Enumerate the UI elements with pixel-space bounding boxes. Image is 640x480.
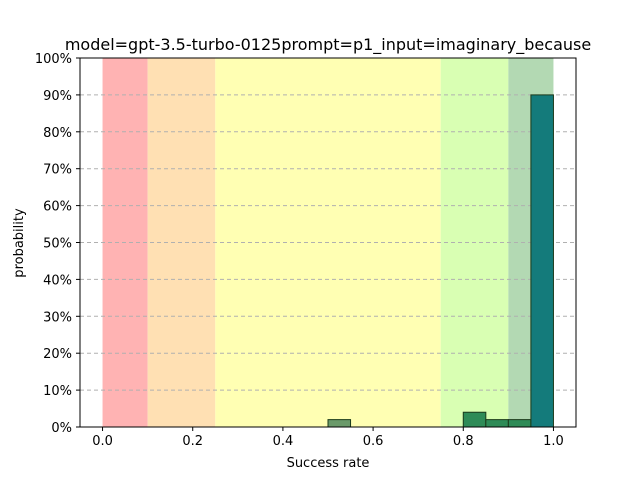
y-tick-label: 80%	[43, 126, 72, 141]
x-tick-label: 0.0	[92, 434, 113, 449]
chart-title: model=gpt-3.5-turbo-0125prompt=p1_input=…	[65, 35, 591, 55]
bar-3	[507, 419, 532, 428]
bar-2	[485, 419, 509, 428]
y-tick-label: 0%	[51, 421, 72, 436]
y-axis-ticks: 0% 10% 20% 30% 40% 50% 60% 70% 80% 90% 100%	[35, 52, 80, 436]
x-tick-label: 1.0	[543, 434, 564, 449]
y-tick-label: 70%	[43, 163, 72, 178]
y-axis-label: probability	[12, 208, 27, 278]
y-tick-label: 50%	[43, 237, 72, 252]
bar-1	[462, 411, 487, 428]
y-tick-label: 40%	[43, 273, 72, 288]
x-tick-label: 0.4	[273, 434, 294, 449]
bars	[327, 94, 554, 428]
grid	[80, 94, 576, 391]
bar-4	[530, 94, 554, 428]
x-tick-label: 0.2	[182, 434, 203, 449]
y-tick-label: 60%	[43, 200, 72, 215]
y-tick-label: 10%	[43, 384, 72, 399]
bar-0	[327, 419, 352, 428]
y-tick-label: 100%	[35, 52, 72, 67]
y-tick-label: 30%	[43, 310, 72, 325]
x-tick-label: 0.8	[453, 434, 474, 449]
x-axis-ticks: 0.0 0.2 0.4 0.6 0.8 1.0	[92, 427, 564, 449]
y-tick-label: 90%	[43, 89, 72, 104]
x-axis-label: Success rate	[287, 456, 370, 471]
y-tick-label: 20%	[43, 347, 72, 362]
x-tick-label: 0.6	[363, 434, 384, 449]
